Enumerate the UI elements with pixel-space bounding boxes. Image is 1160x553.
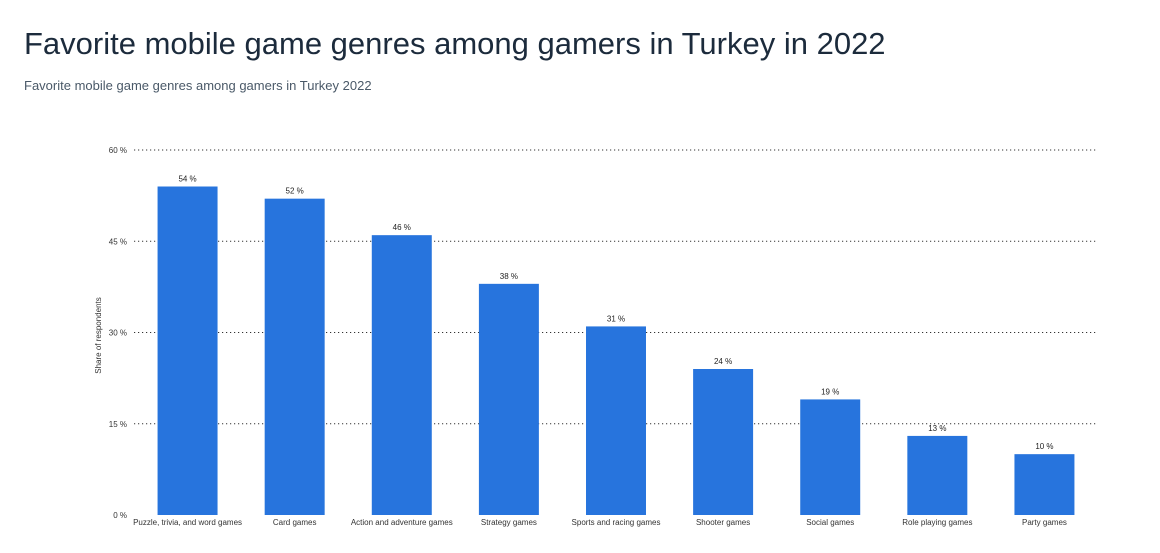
x-tick-label: Sports and racing games [572, 518, 661, 527]
x-tick-label: Puzzle, trivia, and word games [133, 518, 242, 527]
bar [478, 283, 539, 515]
bar [264, 198, 325, 515]
y-tick-label: 15 % [109, 420, 127, 429]
value-labels: 54 % 52 % 46 % 38 % 31 % 24 % 19 % 13 % 10 % [178, 175, 1053, 452]
chart-subtitle: Favorite mobile game genres among gamers… [24, 78, 372, 93]
y-axis-ticks: 0 % 15 % 30 % 45 % 60 % [109, 146, 127, 520]
bar [907, 435, 968, 515]
y-tick-label: 45 % [109, 237, 127, 246]
value-label: 31 % [607, 314, 625, 323]
value-label: 19 % [821, 387, 839, 396]
value-label: 54 % [178, 175, 196, 184]
y-axis-label: Share of respondents [94, 297, 103, 374]
bar [1014, 454, 1075, 515]
value-label: 13 % [928, 424, 946, 433]
bar [586, 326, 646, 515]
bar [693, 369, 754, 515]
value-label: 46 % [393, 223, 411, 232]
y-tick-label: 30 % [109, 329, 127, 338]
value-label: 24 % [714, 357, 732, 366]
x-tick-label: Action and adventure games [351, 518, 453, 527]
y-tick-label: 0 % [113, 511, 127, 520]
chart-title: Favorite mobile game genres among gamers… [24, 26, 886, 61]
bar [157, 186, 218, 515]
value-label: 52 % [286, 187, 304, 196]
value-label: 10 % [1035, 442, 1053, 451]
bar [800, 399, 861, 515]
y-tick-label: 60 % [109, 146, 127, 155]
x-tick-label: Social games [806, 518, 854, 527]
bar [371, 235, 432, 515]
x-axis-ticks: Puzzle, trivia, and word games Card games… [133, 518, 1067, 527]
x-tick-label: Party games [1022, 518, 1067, 527]
bars [157, 186, 1075, 515]
x-tick-label: Card games [273, 518, 317, 527]
x-tick-label: Strategy games [481, 518, 537, 527]
x-tick-label: Shooter games [696, 518, 750, 527]
value-label: 38 % [500, 272, 518, 281]
x-tick-label: Role playing games [902, 518, 972, 527]
